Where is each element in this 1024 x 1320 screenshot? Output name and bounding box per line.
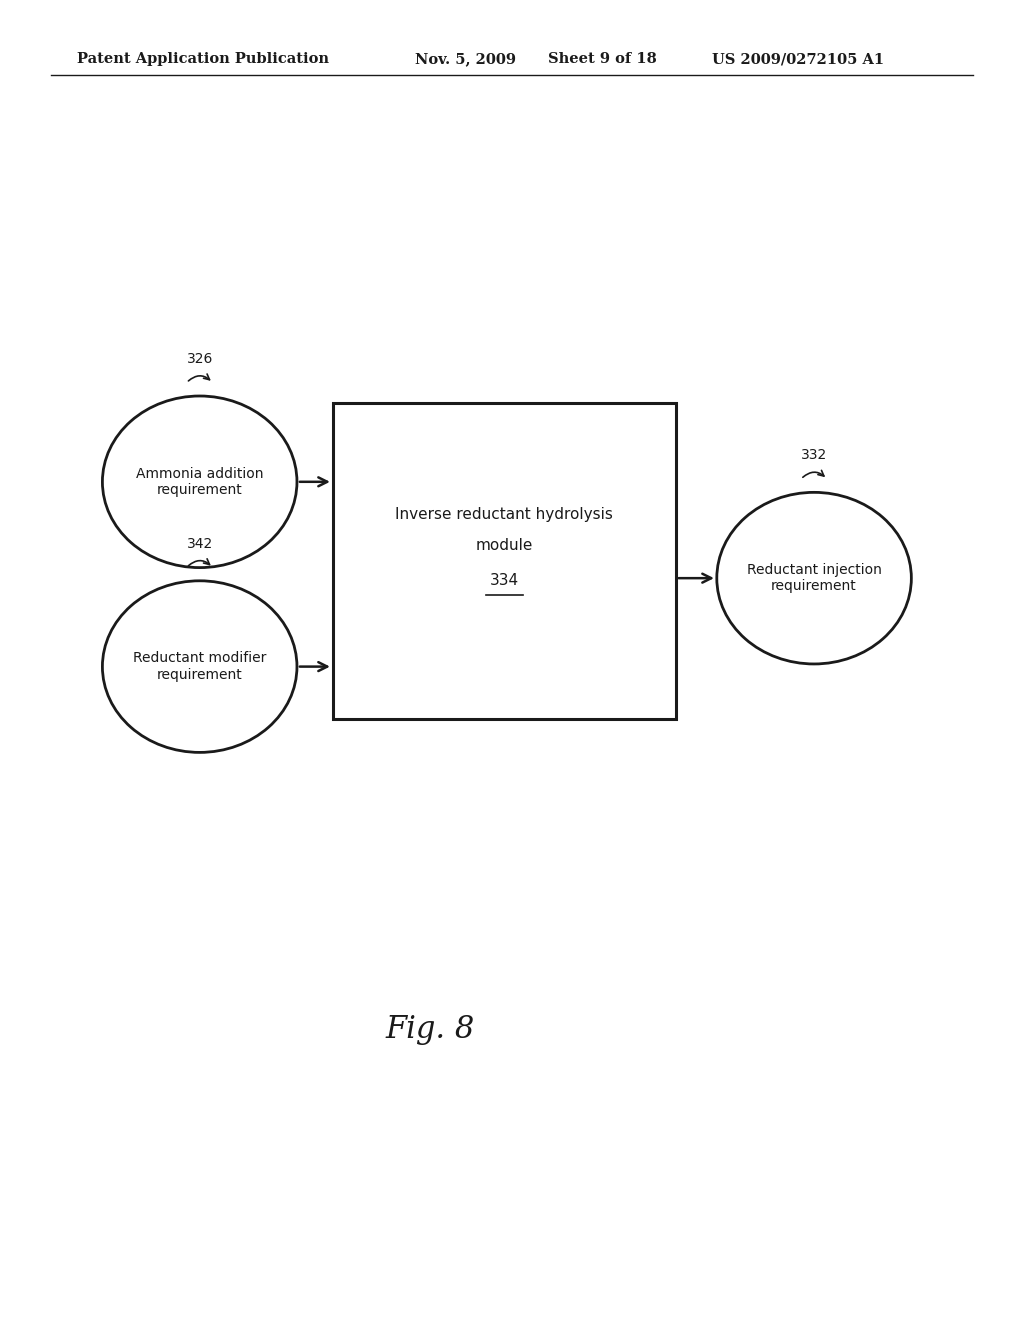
Text: US 2009/0272105 A1: US 2009/0272105 A1: [712, 53, 884, 66]
Text: 326: 326: [186, 352, 213, 366]
Text: 332: 332: [801, 449, 827, 462]
Text: Nov. 5, 2009: Nov. 5, 2009: [415, 53, 516, 66]
Text: Reductant injection
requirement: Reductant injection requirement: [746, 564, 882, 593]
Text: Fig. 8: Fig. 8: [385, 1014, 475, 1045]
Bar: [333, 403, 676, 719]
Text: Sheet 9 of 18: Sheet 9 of 18: [548, 53, 656, 66]
Text: module: module: [475, 537, 534, 553]
Text: 334: 334: [489, 573, 519, 589]
Text: Patent Application Publication: Patent Application Publication: [77, 53, 329, 66]
Text: Ammonia addition
requirement: Ammonia addition requirement: [136, 467, 263, 496]
Text: 342: 342: [186, 537, 213, 550]
Text: Reductant modifier
requirement: Reductant modifier requirement: [133, 652, 266, 681]
Text: Inverse reductant hydrolysis: Inverse reductant hydrolysis: [395, 507, 613, 523]
